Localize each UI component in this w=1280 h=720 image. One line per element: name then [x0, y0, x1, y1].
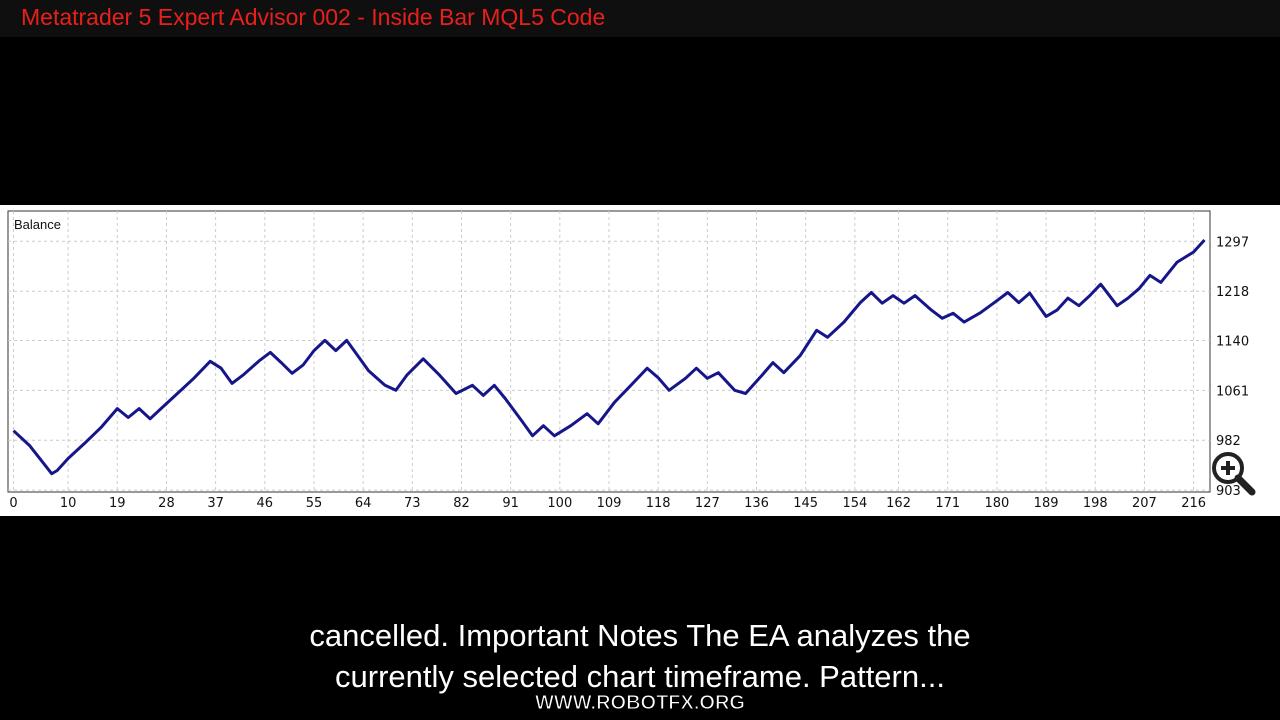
- x-tick-label: 207: [1132, 496, 1157, 511]
- x-tick-label: 136: [744, 496, 769, 511]
- legend-entry: Balance: [14, 217, 61, 232]
- x-tick-label: 127: [695, 496, 720, 511]
- y-tick-label: 1140: [1216, 334, 1249, 349]
- x-tick-label: 189: [1034, 496, 1059, 511]
- plot: 903 982 1061 1140 1218 1297 0 10 19 28 37 46 55 64 73 8…: [8, 211, 1249, 511]
- x-tick-label: 154: [842, 496, 867, 511]
- title-bar: [0, 0, 1280, 37]
- watermark: WWW.ROBOTFX.ORG: [535, 692, 745, 714]
- y-tick-label: 1061: [1216, 384, 1249, 399]
- caption-line: currently selected chart timeframe. Patt…: [335, 659, 945, 694]
- x-tick-label: 37: [207, 496, 224, 511]
- x-tick-label: 145: [793, 496, 818, 511]
- x-tick-label: 46: [257, 496, 274, 511]
- y-tick-label: 1218: [1216, 285, 1249, 300]
- x-tick-label: 162: [886, 496, 911, 511]
- x-tick-label: 171: [935, 496, 960, 511]
- x-tick-label: 82: [453, 496, 470, 511]
- x-tick-label: 118: [646, 496, 671, 511]
- y-tick-label: 1297: [1216, 235, 1249, 250]
- zoom-icon[interactable]: [1212, 452, 1256, 496]
- caption-line: cancelled. Important Notes The EA analyz…: [309, 618, 970, 653]
- x-tick-label: 100: [547, 496, 572, 511]
- x-tick-label: 0: [9, 496, 17, 511]
- balance-line: [12, 238, 1206, 476]
- x-tick-label: 109: [597, 496, 622, 511]
- x-tick-label: 55: [306, 496, 323, 511]
- x-tick-label: 19: [109, 496, 126, 511]
- y-tick-label: 982: [1216, 434, 1241, 449]
- video-title: Metatrader 5 Expert Advisor 002 - Inside…: [21, 4, 605, 30]
- x-tick-label: 73: [404, 496, 421, 511]
- x-tick-label: 64: [355, 496, 372, 511]
- x-tick-label: 180: [985, 496, 1010, 511]
- y-tick-label: 903: [1216, 484, 1241, 499]
- x-tick-label: 198: [1083, 496, 1108, 511]
- x-tick-label: 28: [158, 496, 175, 511]
- x-tick-label: 91: [502, 496, 519, 511]
- x-tick-label: 216: [1181, 496, 1206, 511]
- x-tick-label: 10: [60, 496, 77, 511]
